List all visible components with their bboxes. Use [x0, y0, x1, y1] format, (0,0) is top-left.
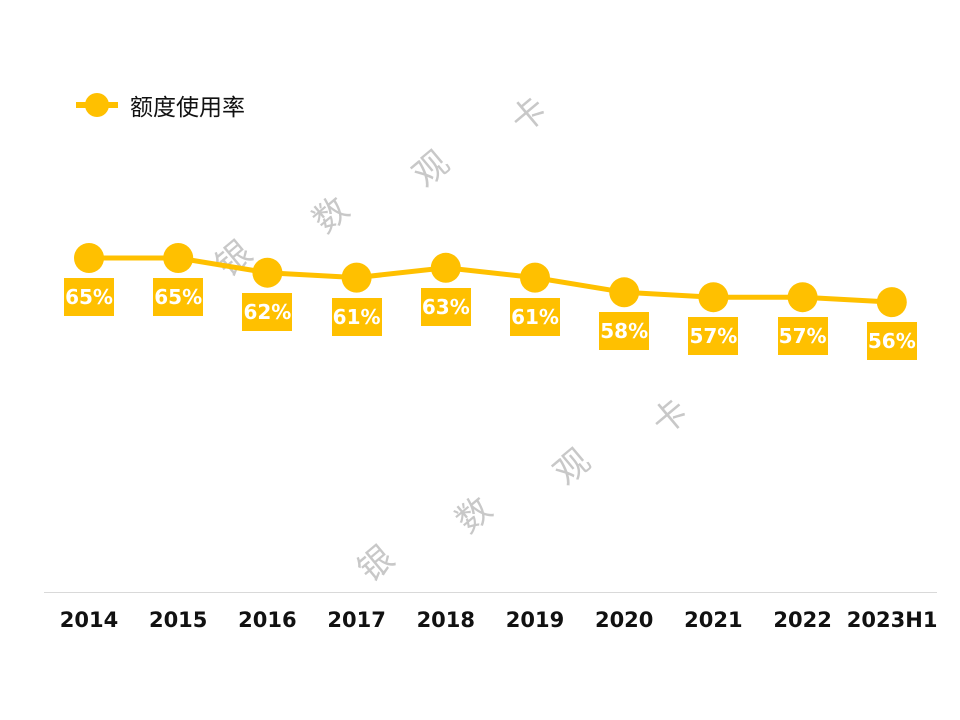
series-line	[89, 255, 892, 305]
data-point-marker	[341, 262, 372, 293]
data-label: 65%	[64, 278, 114, 316]
x-tick-label: 2023H1	[846, 608, 938, 632]
data-point-marker	[876, 287, 907, 318]
data-label: 61%	[510, 297, 560, 336]
data-point-marker	[252, 257, 283, 288]
x-tick-label: 2016	[238, 608, 297, 632]
data-label: 65%	[153, 278, 204, 316]
x-tick-label: 2015	[148, 608, 208, 632]
x-tick-label: 2014	[59, 608, 119, 632]
data-label: 62%	[242, 292, 293, 331]
data-point-marker	[430, 252, 461, 283]
data-point-marker	[609, 277, 640, 308]
x-tick-label: 2021	[684, 608, 743, 632]
x-tick-label: 2017	[327, 608, 386, 632]
x-axis-line	[44, 592, 937, 593]
data-point-marker	[74, 243, 104, 273]
x-tick-label: 2018	[416, 608, 476, 632]
x-tick-label: 2022	[773, 608, 832, 632]
data-label: 57%	[688, 317, 739, 356]
data-point-marker	[787, 282, 818, 313]
data-label: 63%	[420, 287, 471, 326]
data-point-marker	[698, 282, 729, 313]
x-tick-label: 2019	[505, 608, 565, 632]
data-point-marker	[520, 262, 550, 293]
data-point-marker	[163, 243, 194, 273]
data-label: 57%	[777, 317, 828, 356]
legend-line-marker-icon	[76, 90, 118, 120]
series-markers	[74, 243, 907, 318]
data-label: 61%	[331, 297, 382, 336]
legend: 额度使用率	[76, 88, 245, 122]
data-label: 56%	[866, 322, 917, 361]
data-label: 58%	[599, 312, 650, 351]
x-tick-label: 2020	[594, 608, 654, 632]
legend-label: 额度使用率	[130, 95, 245, 121]
